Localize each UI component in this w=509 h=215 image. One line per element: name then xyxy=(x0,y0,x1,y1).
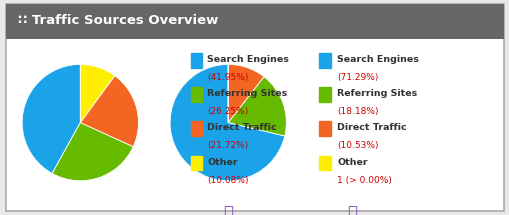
Text: (41.95%): (41.95%) xyxy=(207,73,248,82)
Wedge shape xyxy=(22,64,80,174)
Text: Referring Sites: Referring Sites xyxy=(207,89,287,98)
Text: Other: Other xyxy=(207,158,237,167)
FancyBboxPatch shape xyxy=(6,4,503,39)
Text: Other: Other xyxy=(336,158,367,167)
Wedge shape xyxy=(52,123,133,181)
Text: (71.29%): (71.29%) xyxy=(336,73,378,82)
Text: 1 (> 0.00%): 1 (> 0.00%) xyxy=(336,176,391,185)
Bar xyxy=(191,53,202,68)
Wedge shape xyxy=(80,76,138,147)
Text: Search Engines: Search Engines xyxy=(207,55,289,64)
Wedge shape xyxy=(228,77,286,136)
Text: ∷ Traffic Sources Overview: ∷ Traffic Sources Overview xyxy=(18,14,218,27)
Text: 🙁: 🙁 xyxy=(346,204,356,215)
Wedge shape xyxy=(170,64,284,181)
Text: (21.72%): (21.72%) xyxy=(207,141,248,150)
Text: Direct Traffic: Direct Traffic xyxy=(207,123,276,132)
FancyBboxPatch shape xyxy=(6,4,503,211)
Text: Search Engines: Search Engines xyxy=(336,55,418,64)
Text: (18.18%): (18.18%) xyxy=(336,107,378,116)
Text: (26.25%): (26.25%) xyxy=(207,107,248,116)
Text: 🙂: 🙂 xyxy=(222,204,233,215)
Wedge shape xyxy=(80,64,115,123)
Bar xyxy=(191,87,202,102)
Wedge shape xyxy=(228,64,264,123)
Bar xyxy=(318,87,330,102)
Bar xyxy=(318,121,330,136)
Text: Direct Traffic: Direct Traffic xyxy=(336,123,406,132)
Bar xyxy=(318,156,330,170)
Bar xyxy=(191,156,202,170)
Bar xyxy=(318,53,330,68)
Text: Referring Sites: Referring Sites xyxy=(336,89,416,98)
Text: (10.53%): (10.53%) xyxy=(336,141,378,150)
Text: (10.08%): (10.08%) xyxy=(207,176,248,185)
Bar xyxy=(191,121,202,136)
